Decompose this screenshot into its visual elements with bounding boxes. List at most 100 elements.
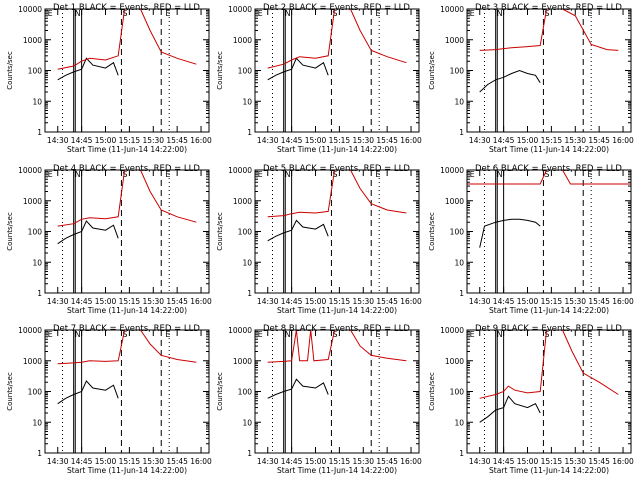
panel-title: Det 1 BLACK = Events, RED = LLD — [53, 3, 200, 13]
y-axis-title: Counts/sec — [216, 372, 224, 411]
marker-label: S — [332, 330, 337, 339]
y-tick-label: 10000 — [228, 326, 252, 335]
y-tick-label: 10 — [32, 97, 42, 106]
marker-label: E — [165, 170, 170, 179]
marker-label: E — [470, 9, 475, 18]
x-tick-label: 14:30 — [469, 136, 491, 145]
y-axis-title: Counts/sec — [6, 51, 14, 90]
x-tick-label: 15:30 — [352, 136, 374, 145]
x-tick-label: 14:45 — [71, 136, 93, 145]
marker-label: S — [332, 9, 337, 18]
y-tick-label: 100 — [28, 228, 43, 237]
x-tick-label: 16:00 — [612, 136, 634, 145]
y-axis-title: Counts/sec — [428, 372, 436, 411]
marker-label: E — [165, 9, 170, 18]
x-tick-label: 14:30 — [257, 457, 279, 466]
marker-label: E — [375, 170, 380, 179]
y-tick-label: 10000 — [228, 166, 252, 175]
panel-title: Det 7 BLACK = Events, RED = LLD — [53, 324, 200, 334]
x-tick-label: 15:30 — [352, 457, 374, 466]
marker-label: E — [587, 170, 592, 179]
marker-label: N — [75, 170, 81, 179]
x-tick-label: 16:00 — [190, 297, 212, 306]
plot-frame — [44, 329, 210, 454]
plot-frame — [466, 329, 632, 454]
x-tick-label: 15:45 — [376, 297, 398, 306]
x-axis-title: Start Time (11-Jun-14 14:22:00) — [67, 306, 187, 315]
lld-series-line — [57, 8, 197, 70]
x-tick-label: 16:00 — [400, 136, 422, 145]
x-tick-label: 15:00 — [95, 457, 117, 466]
y-tick-label: 1 — [247, 128, 252, 137]
x-tick-label: 14:30 — [47, 297, 69, 306]
y-tick-label: 1000 — [445, 357, 464, 366]
x-tick-label: 15:00 — [95, 136, 117, 145]
x-tick-label: 14:30 — [257, 297, 279, 306]
x-tick-label: 15:30 — [564, 457, 586, 466]
panel-title: Det 9 BLACK = Events, RED = LLD — [475, 324, 622, 334]
events-series-line — [479, 69, 541, 93]
y-tick-label: 1000 — [23, 197, 42, 206]
y-tick-label: 1000 — [23, 36, 42, 45]
x-tick-label: 14:45 — [281, 297, 303, 306]
marker-label: E — [470, 330, 475, 339]
x-tick-label: 14:45 — [281, 136, 303, 145]
marker-label: E — [375, 330, 380, 339]
marker-label: S — [332, 170, 337, 179]
x-tick-label: 15:00 — [517, 457, 539, 466]
events-series-line — [57, 57, 119, 81]
marker-label: E — [587, 9, 592, 18]
marker-label: N — [285, 330, 291, 339]
marker-label: E — [587, 330, 592, 339]
x-tick-label: 15:00 — [305, 297, 327, 306]
y-tick-label: 100 — [450, 388, 465, 397]
marker-label: S — [122, 330, 127, 339]
x-tick-label: 14:45 — [71, 297, 93, 306]
x-axis-title: Start Time (11-Jun-14 14:22:00) — [489, 466, 609, 475]
y-tick-label: 100 — [238, 228, 253, 237]
x-axis-title: Start Time (11-Jun-14 14:22:00) — [489, 145, 609, 154]
x-tick-label: 15:30 — [142, 457, 164, 466]
y-tick-label: 100 — [238, 388, 253, 397]
x-axis-title: Start Time (11-Jun-14 14:22:00) — [277, 306, 397, 315]
y-tick-label: 1 — [37, 289, 42, 298]
plot-frame — [254, 8, 420, 133]
lld-series-line — [267, 169, 407, 218]
marker-label: E — [258, 170, 263, 179]
y-tick-label: 10000 — [18, 326, 42, 335]
x-tick-label: 15:00 — [305, 136, 327, 145]
marker-label: E — [48, 170, 53, 179]
y-tick-label: 1000 — [233, 357, 252, 366]
y-tick-label: 100 — [238, 67, 253, 76]
x-tick-label: 14:45 — [493, 457, 515, 466]
x-tick-label: 14:45 — [281, 457, 303, 466]
y-tick-label: 10000 — [440, 166, 464, 175]
x-tick-label: 14:45 — [493, 297, 515, 306]
x-tick-label: 15:15 — [541, 457, 563, 466]
y-axis-title: Counts/sec — [216, 212, 224, 251]
x-tick-label: 15:15 — [119, 297, 141, 306]
events-series-line — [57, 220, 119, 245]
plot-frame — [254, 169, 420, 294]
y-tick-label: 100 — [28, 67, 43, 76]
x-tick-label: 14:30 — [469, 457, 491, 466]
marker-label: N — [497, 9, 503, 18]
y-tick-label: 1000 — [445, 36, 464, 45]
events-series-line — [267, 219, 329, 242]
x-tick-label: 16:00 — [190, 457, 212, 466]
events-series-line — [267, 57, 329, 81]
x-axis-title: Start Time (11-Jun-14 14:22:00) — [67, 466, 187, 475]
x-tick-label: 15:30 — [142, 297, 164, 306]
x-tick-label: 14:30 — [469, 297, 491, 306]
y-axis-title: Counts/sec — [428, 51, 436, 90]
x-tick-label: 15:45 — [588, 457, 610, 466]
y-tick-label: 1 — [459, 289, 464, 298]
marker-label: S — [122, 9, 127, 18]
y-tick-label: 1 — [37, 449, 42, 458]
y-tick-label: 100 — [28, 388, 43, 397]
